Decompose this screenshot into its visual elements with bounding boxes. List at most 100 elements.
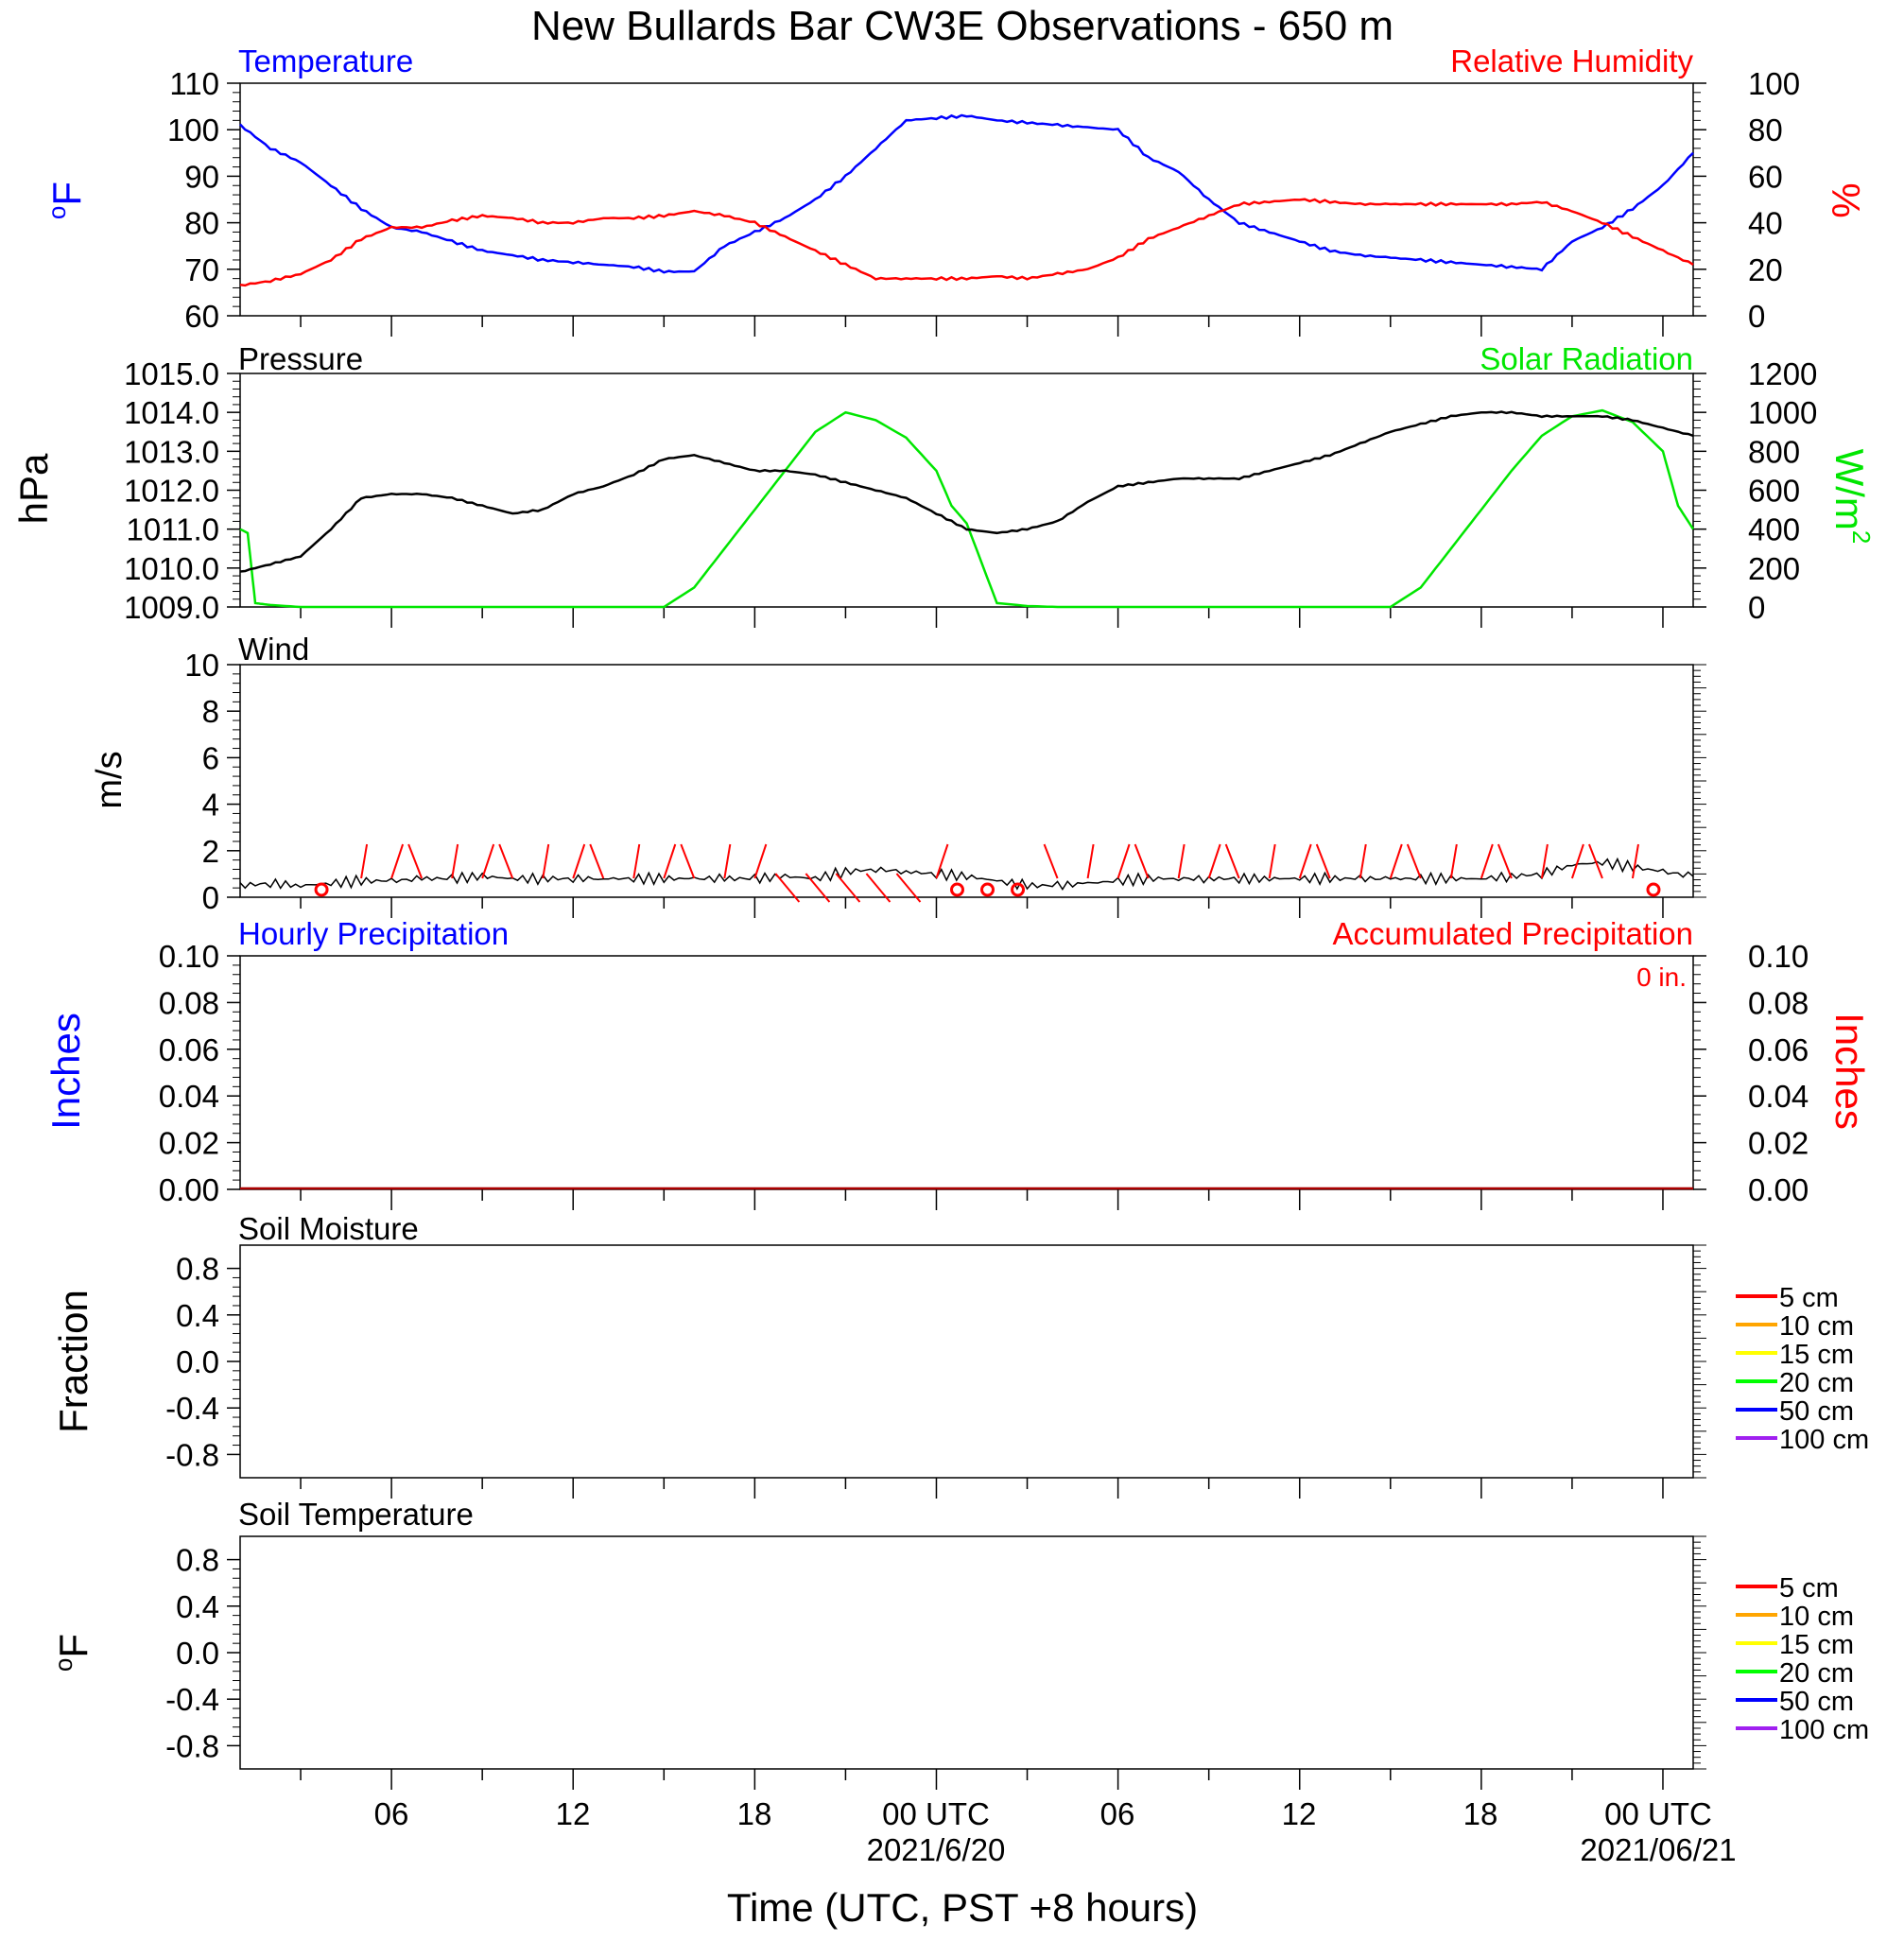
wind-barb — [1043, 843, 1059, 879]
wind-barb — [1177, 843, 1186, 879]
y-right-tick-label: 0.02 — [1748, 1126, 1809, 1161]
y-tick-label: -0.8 — [165, 1437, 219, 1472]
accum-precip-note: 0 in. — [1636, 962, 1687, 992]
y-tick-label: 4 — [202, 788, 219, 823]
y-tick-label: 1012.0 — [124, 474, 219, 509]
y-tick-label: 1015.0 — [124, 356, 219, 391]
x-tick-label: 00 UTC — [882, 1796, 990, 1831]
legend-label: 50 cm — [1779, 1396, 1854, 1427]
wind-barb — [1570, 843, 1584, 879]
temperature-line — [239, 113, 1694, 274]
wind-barb — [1298, 843, 1312, 879]
y-tick-label: 0.04 — [159, 1079, 219, 1114]
y-tick-label: 1013.0 — [124, 434, 219, 469]
wind-calm-marker — [1011, 882, 1026, 897]
legend-label: 5 cm — [1779, 1283, 1839, 1313]
wind-barb — [589, 843, 605, 879]
solar-radiation-line — [239, 408, 1695, 609]
pressure-line — [239, 410, 1694, 573]
panel-soil_temp: 0.8 0.4 0.0 -0.4 -0.8 — [165, 1535, 1706, 1790]
y-right-tick-label: 600 — [1748, 474, 1800, 509]
y-right-tick-label: 100 — [1748, 66, 1800, 101]
y-right-tick-label: 1200 — [1748, 356, 1817, 391]
chart-title: New Bullards Bar CW3E Observations - 650… — [531, 3, 1393, 49]
legend-item: 5 cm — [1736, 1283, 1839, 1313]
wind-calm-marker — [950, 882, 964, 897]
wind-barb — [542, 843, 550, 879]
legend-label: 100 cm — [1779, 1715, 1869, 1745]
soil-temp-legend: 5 cm 10 cm 15 cm 20 cm 50 cm 100 cm — [1736, 1573, 1869, 1745]
solar-y-label: W/m2 — [1827, 449, 1876, 545]
wind-barb — [407, 843, 424, 879]
y-right-tick-label: 0.08 — [1748, 985, 1809, 1020]
wind-barb — [774, 873, 801, 903]
svg-text:oF: oF — [49, 1634, 95, 1672]
y-tick-label: 0 — [202, 880, 219, 915]
y-tick-label: -0.4 — [165, 1391, 219, 1426]
wind-barb — [895, 873, 922, 903]
plot-frame — [239, 664, 1694, 898]
y-right-tick-label: 0.06 — [1748, 1032, 1809, 1067]
legend-item: 15 cm — [1736, 1340, 1854, 1370]
wind-barb — [360, 843, 369, 879]
y-tick-label: 0.4 — [176, 1589, 219, 1624]
wind-barb — [723, 843, 732, 879]
y-right-tick-label: 40 — [1748, 206, 1783, 241]
wind-barb — [805, 873, 831, 903]
y-right-tick-label: 400 — [1748, 512, 1800, 547]
wind-barb — [498, 843, 514, 879]
y-tick-label: 0.8 — [176, 1252, 219, 1287]
y-right-tick-label: 80 — [1748, 113, 1783, 147]
y-tick-label: 0.4 — [176, 1298, 219, 1333]
x-tick-label: 06 — [374, 1796, 409, 1831]
legend-item: 10 cm — [1736, 1311, 1854, 1342]
x-tick-label: 12 — [1282, 1796, 1317, 1831]
y-tick-label: 80 — [184, 206, 219, 241]
wind-barb — [935, 843, 949, 879]
svg-text:oF: oF — [43, 182, 89, 219]
soil-moisture-legend: 5 cm 10 cm 15 cm 20 cm 50 cm 100 cm — [1736, 1283, 1869, 1455]
y-right-tick-label: 0.10 — [1748, 939, 1809, 974]
soil-temp-title: Soil Temperature — [238, 1497, 474, 1532]
y-tick-label: 0.0 — [176, 1344, 219, 1379]
soil-moisture-y-label: Fraction — [51, 1290, 95, 1433]
soil-moisture-title: Soil Moisture — [238, 1211, 419, 1246]
panel-soil_moisture: 0.8 0.4 0.0 -0.4 -0.8 — [165, 1244, 1706, 1499]
plot-frame — [239, 82, 1694, 317]
wind-barb — [835, 873, 861, 903]
y-tick-label: 1011.0 — [127, 512, 219, 547]
pressure-title: Pressure — [238, 341, 363, 376]
legend-item: 50 cm — [1736, 1687, 1854, 1717]
wind-barb — [1480, 843, 1494, 879]
wind-speed-line — [239, 857, 1694, 891]
humidity-line — [239, 198, 1694, 287]
y-right-tick-label: 0 — [1748, 590, 1765, 625]
accum-precip-title: Accumulated Precipitation — [1332, 916, 1693, 951]
wind-barb — [1268, 843, 1276, 879]
y-tick-label: -0.4 — [165, 1682, 219, 1717]
wind-barb — [1588, 843, 1603, 879]
wind-barb — [1207, 843, 1221, 879]
soil-temp-y-label: oF — [49, 1634, 95, 1672]
plot-frame — [239, 1244, 1694, 1479]
y-right-tick-label: 0.04 — [1748, 1079, 1809, 1114]
plot-frame — [239, 1535, 1694, 1770]
legend-item: 5 cm — [1736, 1573, 1839, 1603]
wind-barb — [1224, 843, 1240, 879]
wind-barb — [572, 843, 586, 879]
y-tick-label: 70 — [184, 252, 219, 287]
hourly-precip-title: Hourly Precipitation — [238, 916, 509, 951]
y-tick-label: 90 — [184, 159, 219, 194]
wind-barb — [1134, 843, 1150, 879]
y-tick-label: 1010.0 — [124, 551, 219, 586]
y-right-tick-label: 200 — [1748, 551, 1800, 586]
wind-barb — [663, 843, 677, 879]
wind-barb — [1497, 843, 1513, 879]
legend-label: 10 cm — [1779, 1602, 1854, 1632]
wind-barb — [1449, 843, 1458, 879]
y-tick-label: 0.10 — [159, 939, 219, 974]
wind-barb — [753, 843, 768, 879]
y-tick-label: 60 — [184, 299, 219, 334]
pressure-y-label: hPa — [11, 453, 56, 524]
